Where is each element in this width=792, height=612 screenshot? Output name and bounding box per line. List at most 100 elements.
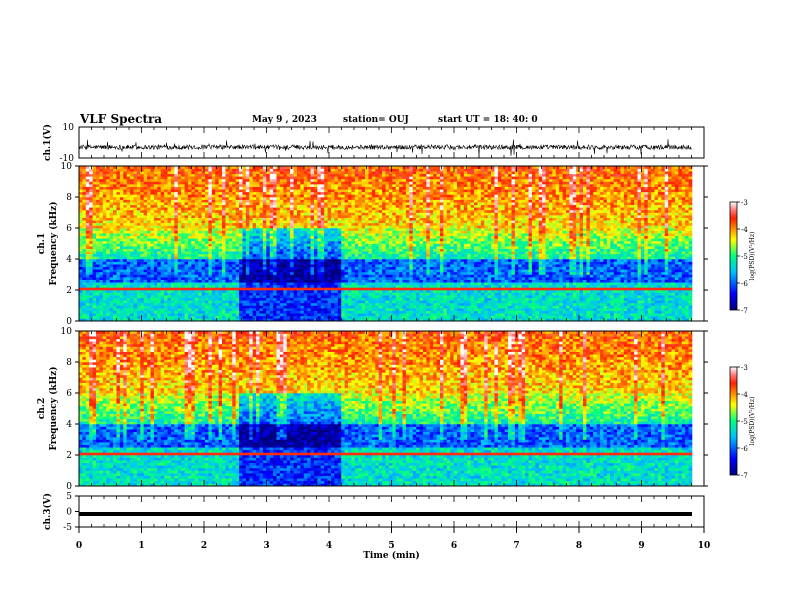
ch1-spectrogram-heat-cell [252,305,257,309]
ch1-spectrogram-heat-cell [358,202,362,206]
ch1-spectrogram-heat-cell [164,274,168,278]
ch1-spectrogram-heat-cell [334,197,339,200]
ch1-spectrogram-heat-cell [242,292,247,296]
ch1-spectrogram-heat-cell [269,225,274,229]
ch1-spectrogram-heat-cell [140,189,145,193]
ch1-spectrogram-heat-cell [211,233,216,237]
ch1-spectrogram-heat-cell [160,178,165,182]
ch1-spectrogram-heat-cell [194,238,199,242]
ch1-spectrogram-heat-cell [239,202,243,206]
ch1-spectrogram-heat-cell [96,197,100,200]
ch1-spectrogram-heat-cell [143,238,148,242]
ch1-spectrogram-heat-cell [235,292,240,296]
ch1-spectrogram-heat-cell [113,233,117,237]
ch1-spectrogram-heat-cell [218,217,223,221]
ch1-spectrogram-heat-cell [198,246,202,249]
ch1-spectrogram-heat-cell [331,315,335,319]
ch1-spectrogram-heat-cell [276,315,281,319]
ch1-spectrogram-heat-cell [82,217,87,221]
ch1-spectrogram-heat-cell [293,259,298,262]
ch1-spectrogram-heat-cell [170,274,175,278]
ch1-spectrogram-heat-cell [184,313,189,317]
ch1-spectrogram-heat-cell [136,246,141,249]
ch1-spectrogram-heat-cell [313,171,318,175]
ch1-spectrogram-heat-cell [252,284,257,288]
ch1-spectrogram-heat-cell [334,264,339,268]
ch1-spectrogram-heat-cell [320,305,325,309]
ch1-spectrogram-heat-cell [164,191,168,195]
ch1-spectrogram-heat-cell [266,310,271,314]
ch1-spectrogram-heat-cell [92,297,97,301]
ch1-spectrogram-heat-cell [334,248,339,252]
ch1-spectrogram-heat-cell [276,292,281,296]
ch1-spectrogram-heat-cell [276,308,281,311]
ch1-spectrogram-heat-cell [82,181,87,185]
ch1-spectrogram-heat-cell [290,253,294,257]
ch1-spectrogram-heat-cell [130,297,134,301]
ch1-spectrogram-heat-cell [293,300,298,304]
ch1-spectrogram-heat-cell [276,246,281,249]
ch1-spectrogram-heat-cell [194,279,199,283]
ch1-spectrogram-heat-cell [184,194,189,198]
ch1-spectrogram-heat-cell [184,166,189,169]
ch1-spectrogram-heat-cell [211,256,216,260]
ch1-spectrogram-heat-cell [228,220,233,224]
ch1-spectrogram-heat-cell [194,315,199,319]
ch1-spectrogram-heat-cell [354,228,359,231]
ch1-spectrogram-heat-cell [262,264,267,268]
ch1-spectrogram-heat-cell [181,261,185,265]
ch1-spectrogram-heat-cell [313,315,318,319]
ch1-spectrogram-heat-cell [170,297,175,301]
ch1-spectrogram-heat-cell [286,238,291,242]
ch1-spectrogram-heat-cell [170,308,175,311]
ch1-spectrogram-heat-cell [79,240,83,244]
ch1-spectrogram-heat-cell [208,310,213,314]
ch1-spectrogram-heat-cell [259,176,264,180]
ch1-spectrogram-heat-cell [92,313,97,317]
ch1-spectrogram-heat-cell [249,274,253,278]
ch1-spectrogram-heat-cell [201,269,206,273]
ch1-spectrogram-heat-cell [276,287,281,291]
ch1-spectrogram-heat-cell [317,209,322,213]
ch1-spectrogram-heat-cell [358,178,362,182]
ch1-spectrogram-heat-cell [259,297,264,301]
ch1-spectrogram-heat-cell [351,168,356,172]
ch1-spectrogram-heat-cell [337,310,342,314]
ch1-spectrogram-heat-cell [317,222,322,226]
ch1-spectrogram-heat-cell [102,305,107,309]
ch1-spectrogram-heat-cell [296,225,301,229]
ch1-spectrogram-heat-cell [201,184,206,187]
ch1-spectrogram-heat-cell [167,256,172,260]
ch1-spectrogram-heat-cell [133,173,138,177]
ch1-spectrogram-heat-cell [252,228,257,231]
ch1-spectrogram-heat-cell [344,212,349,216]
ch1-spectrogram-heat-cell [157,274,162,278]
ch1-spectrogram-heat-cell [126,282,131,286]
ch1-spectrogram-heat-cell [283,295,288,299]
ch1-spectrogram-heat-cell [113,313,117,317]
ch1-spectrogram-heat-cell [262,228,267,231]
ch1-spectrogram-heat-cell [290,230,294,234]
ch1-spectrogram-heat-cell [256,225,260,229]
ch1-spectrogram-heat-cell [358,277,362,280]
ch1-spectrogram-heat-cell [109,310,114,314]
ch1-spectrogram-heat-cell [218,284,223,288]
ch1-spectrogram-heat-cell [354,305,359,309]
ch1-spectrogram-heat-cell [164,284,168,288]
ch1-spectrogram-heat-cell [133,282,138,286]
ch1-spectrogram-heat-cell [126,302,131,306]
ch1-spectrogram-heat-cell [194,266,199,270]
ch1-spectrogram-heat-cell [194,209,199,213]
ch1-spectrogram-heat-cell [150,302,155,306]
ch1-spectrogram-heat-cell [164,199,168,203]
ch1-spectrogram-heat-cell [164,243,168,247]
ch1-spectrogram-heat-cell [296,207,301,211]
ch1-spectrogram-heat-cell [89,243,93,247]
ch1-spectrogram-heat-cell [92,189,97,193]
ch1-spectrogram-heat-cell [116,277,121,280]
ch1-spectrogram-heat-cell [119,261,124,265]
ch1-spectrogram-heat-cell [116,209,121,213]
ch1-spectrogram-heat-cell [327,264,332,268]
ch1-spectrogram-heat-cell [334,207,339,211]
ch1-spectrogram-heat-cell [92,176,97,180]
